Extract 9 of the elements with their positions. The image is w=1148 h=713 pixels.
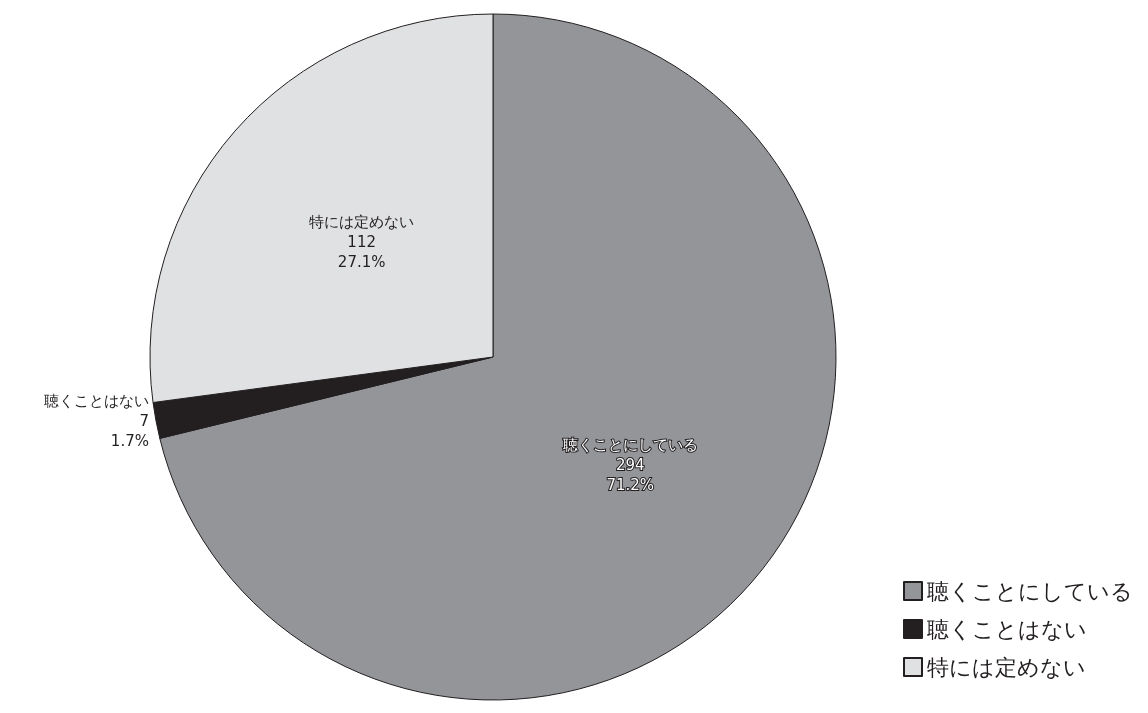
data-label: 294 71.2% (606, 455, 655, 494)
data-label: 112 27.1% (337, 233, 386, 272)
legend-label: 聴くことはない (927, 616, 1087, 642)
slice-label: 聴くことはない (43, 391, 149, 410)
slice-label: 特には定めない (309, 213, 415, 232)
slice-label: 聴くことにしている (562, 435, 698, 454)
legend-label: 聴くことにしている (927, 578, 1133, 604)
legend-label: 特には定めない (927, 654, 1086, 680)
data-label: 7 1.7% (110, 411, 149, 450)
